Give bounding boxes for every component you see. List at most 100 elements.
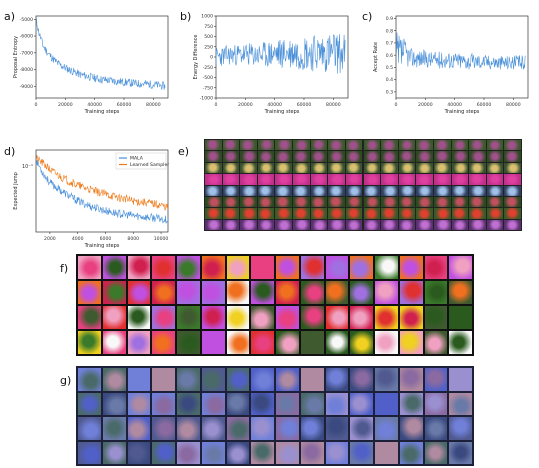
image-tile	[257, 196, 275, 208]
image-tile	[325, 331, 349, 354]
image-tile	[345, 185, 363, 196]
y-tick-label: -250	[203, 65, 214, 71]
image-tile	[275, 208, 293, 219]
image-tile	[251, 306, 274, 329]
image-tile	[328, 151, 345, 162]
y-axis-label: Proposal Entropy	[13, 36, 19, 78]
image-tile	[375, 306, 398, 329]
image-tile	[325, 368, 349, 391]
image-tile	[416, 140, 433, 151]
image-tile	[398, 219, 416, 230]
image-tile	[276, 441, 299, 464]
x-tick-label: 6000	[100, 236, 112, 242]
image-tile	[486, 208, 504, 219]
image-tile	[469, 208, 486, 219]
image-tile	[226, 306, 250, 329]
image-tile	[504, 140, 521, 151]
image-tile	[300, 368, 324, 391]
x-axis-label: Training steps	[444, 109, 480, 115]
image-tile	[78, 306, 101, 329]
image-tile	[257, 174, 275, 185]
generated-samples-grid	[76, 366, 474, 466]
image-tile	[293, 208, 310, 219]
image-tile	[325, 417, 349, 440]
y-tick-label: 0.4	[386, 77, 393, 83]
image-tile	[375, 368, 398, 391]
image-tile	[325, 441, 349, 464]
image-tile	[424, 417, 448, 440]
image-tile	[152, 256, 175, 279]
image-tile	[399, 331, 423, 354]
image-tile	[469, 151, 486, 162]
image-tile	[486, 162, 504, 174]
y-tick-label: 1000	[201, 14, 213, 20]
image-tile	[78, 417, 101, 440]
image-tile	[433, 174, 451, 185]
image-tile	[363, 162, 381, 174]
flower-samples-grid	[76, 254, 474, 356]
image-tile	[381, 185, 398, 196]
image-tile	[375, 392, 398, 415]
image-tile	[275, 140, 293, 151]
image-tile	[127, 256, 151, 279]
image-tile	[345, 174, 363, 185]
image-tile	[416, 174, 433, 185]
image-tile	[222, 162, 240, 174]
y-tick-label: -5000	[20, 17, 33, 23]
image-tile	[381, 208, 398, 219]
image-tile	[257, 151, 275, 162]
image-tile	[222, 140, 240, 151]
image-tile	[381, 196, 398, 208]
image-tile	[102, 306, 126, 329]
y-tick-label: 0.8	[386, 28, 393, 34]
image-tile	[433, 208, 451, 219]
image-tile	[251, 417, 274, 440]
image-tile	[226, 392, 250, 415]
image-tile	[177, 392, 200, 415]
y-tick-label: -500	[203, 75, 214, 81]
image-tile	[177, 368, 200, 391]
image-tile	[257, 219, 275, 230]
image-tile	[222, 174, 240, 185]
image-tile	[276, 331, 299, 354]
image-tile	[310, 140, 328, 151]
image-tile	[226, 441, 250, 464]
image-tile	[424, 306, 448, 329]
image-tile	[451, 185, 469, 196]
image-tile	[201, 417, 225, 440]
image-tile	[363, 151, 381, 162]
image-tile	[310, 151, 328, 162]
image-tile	[398, 140, 416, 151]
image-tile	[325, 392, 349, 415]
image-tile	[486, 140, 504, 151]
image-tile	[486, 174, 504, 185]
image-tile	[350, 417, 373, 440]
y-axis-label: Energy Difference	[193, 35, 199, 80]
image-tile	[433, 185, 451, 196]
image-tile	[205, 162, 222, 174]
image-tile	[363, 196, 381, 208]
image-tile	[451, 219, 469, 230]
image-tile	[451, 196, 469, 208]
image-tile	[398, 196, 416, 208]
panel-label-f: f)	[60, 262, 69, 275]
series-line	[395, 32, 526, 70]
image-tile	[504, 162, 521, 174]
image-tile	[177, 331, 200, 354]
image-tile	[201, 256, 225, 279]
image-tile	[328, 140, 345, 151]
image-tile	[205, 174, 222, 185]
chart-energy-difference: 0 20000 40000 60000 80000 1000 750 500 250 0 -250 -…	[193, 14, 349, 115]
image-tile	[449, 331, 472, 354]
x-tick-label: 2000	[44, 236, 56, 242]
image-tile	[276, 392, 299, 415]
image-tile	[469, 140, 486, 151]
image-tile	[240, 185, 257, 196]
image-tile	[424, 331, 448, 354]
image-tile	[424, 368, 448, 391]
image-tile	[275, 151, 293, 162]
panel-label-c: c)	[362, 10, 373, 23]
y-tick-label: 10⁻¹	[22, 164, 33, 170]
image-tile	[310, 162, 328, 174]
y-tick-label: 750	[204, 24, 213, 30]
